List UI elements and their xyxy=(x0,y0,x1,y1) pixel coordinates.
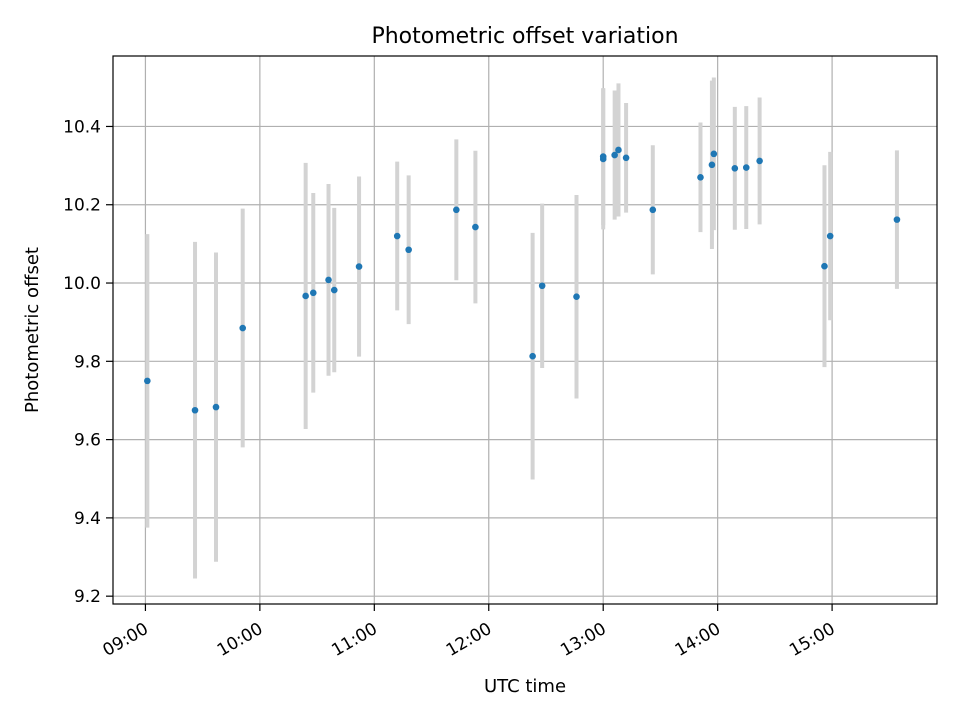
data-point-6 xyxy=(325,276,332,284)
chart-title: Photometric offset variation xyxy=(371,24,678,49)
data-point-24 xyxy=(710,150,718,158)
data-point-0 xyxy=(144,377,151,385)
y-tick-label-2: 9.6 xyxy=(74,431,101,451)
data-point-11 xyxy=(453,206,460,214)
data-point-28 xyxy=(821,262,828,270)
grid xyxy=(113,56,937,604)
y-tick-label-3: 9.8 xyxy=(74,352,101,372)
plot-frame xyxy=(112,55,938,605)
data-point-4 xyxy=(302,292,309,300)
data-point-12 xyxy=(472,223,479,231)
y-tick-label-1: 9.4 xyxy=(74,509,101,529)
y-axis-label: Photometric offset xyxy=(22,247,43,413)
y-tick-label-4: 10.0 xyxy=(63,274,101,294)
data-point-19 xyxy=(615,146,622,154)
x-axis-label: UTC time xyxy=(484,676,566,697)
data-point-8 xyxy=(355,263,363,270)
data-point-23 xyxy=(708,161,716,169)
data-point-15 xyxy=(573,293,580,301)
data-point-22 xyxy=(697,174,704,181)
data-point-13 xyxy=(529,352,536,360)
data-point-18 xyxy=(611,151,618,159)
data-point-29 xyxy=(826,232,834,240)
y-tick-label-0: 9.2 xyxy=(74,587,101,607)
data-point-25 xyxy=(731,165,739,172)
data-point-17 xyxy=(599,153,607,160)
data-point-30 xyxy=(893,216,901,223)
data-point-10 xyxy=(405,246,412,254)
data-point-1 xyxy=(191,406,199,414)
data-point-26 xyxy=(742,164,750,171)
data-point-5 xyxy=(309,289,317,297)
data-point-7 xyxy=(330,286,338,294)
y-tick-label-6: 10.4 xyxy=(63,117,101,137)
data-points xyxy=(144,146,901,414)
data-point-20 xyxy=(622,154,630,162)
data-point-21 xyxy=(649,206,657,214)
data-point-9 xyxy=(393,232,401,240)
y-axis-ticks: 9.2 9.4 9.6 9.8 10.0 10.2 10.4 xyxy=(63,117,113,607)
data-point-14 xyxy=(538,282,546,290)
data-point-3 xyxy=(239,324,247,332)
data-point-27 xyxy=(756,157,763,165)
data-point-2 xyxy=(212,403,220,411)
y-tick-label-5: 10.2 xyxy=(63,196,101,216)
